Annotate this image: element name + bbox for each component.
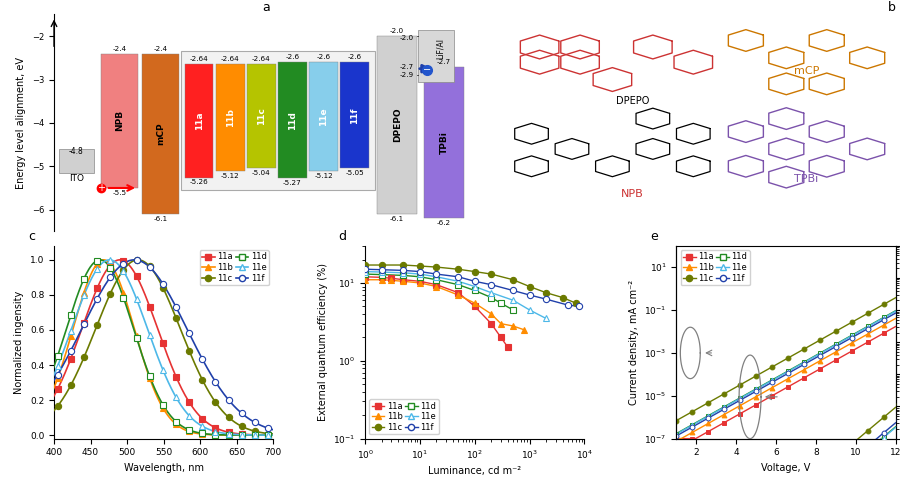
Bar xyxy=(418,29,454,81)
Text: -2.0: -2.0 xyxy=(390,28,404,34)
Text: -5.26: -5.26 xyxy=(190,179,209,185)
Text: -2.64: -2.64 xyxy=(252,56,271,62)
Text: LiF/Al: LiF/Al xyxy=(436,38,446,59)
Y-axis label: Current density, mA cm⁻²: Current density, mA cm⁻² xyxy=(629,280,639,405)
Text: TPBi: TPBi xyxy=(439,131,448,154)
Title: a: a xyxy=(263,1,270,14)
Text: -2.64: -2.64 xyxy=(220,56,239,62)
Bar xyxy=(58,149,94,173)
Text: −: − xyxy=(423,65,431,75)
Bar xyxy=(278,62,307,178)
Text: -5.12: -5.12 xyxy=(314,173,333,179)
Text: ITO: ITO xyxy=(68,174,84,183)
Text: d: d xyxy=(338,230,346,243)
Text: -2.4: -2.4 xyxy=(153,46,167,52)
Text: DPEPO: DPEPO xyxy=(616,96,649,106)
Text: 11a: 11a xyxy=(194,111,203,130)
Bar xyxy=(101,54,138,188)
FancyBboxPatch shape xyxy=(182,51,375,190)
Text: -2.6: -2.6 xyxy=(285,54,300,60)
Legend: 11a, 11b, 11c, 11d, 11e, 11f: 11a, 11b, 11c, 11d, 11e, 11f xyxy=(680,250,750,285)
Text: -6.1: -6.1 xyxy=(153,216,167,222)
Text: DPEPO: DPEPO xyxy=(392,108,401,142)
Bar xyxy=(142,54,179,214)
Text: NPB: NPB xyxy=(115,110,124,131)
Text: 11c: 11c xyxy=(256,107,266,125)
Bar xyxy=(216,64,245,172)
Text: -6.1: -6.1 xyxy=(390,216,404,222)
Text: -5.04: -5.04 xyxy=(252,170,271,176)
Y-axis label: External quantum efficiency (%): External quantum efficiency (%) xyxy=(318,263,328,421)
Text: mCP: mCP xyxy=(794,66,819,76)
Bar xyxy=(424,67,464,218)
X-axis label: Wavelength, nm: Wavelength, nm xyxy=(123,463,203,473)
Bar xyxy=(184,64,213,177)
Bar xyxy=(377,36,417,214)
Text: -2.6: -2.6 xyxy=(347,54,362,60)
Text: 11b: 11b xyxy=(226,108,235,127)
Text: e: e xyxy=(650,230,658,243)
Y-axis label: Normalized ingensity: Normalized ingensity xyxy=(14,291,24,394)
Text: TPBi: TPBi xyxy=(795,174,819,184)
Text: -2.64: -2.64 xyxy=(190,56,209,62)
Text: mCP: mCP xyxy=(156,122,165,145)
Bar xyxy=(310,62,338,172)
Text: -2.7: -2.7 xyxy=(437,59,451,65)
Text: -2.9: -2.9 xyxy=(400,72,413,78)
Bar xyxy=(340,62,369,168)
Text: -5.27: -5.27 xyxy=(284,180,302,186)
X-axis label: Luminance, cd m⁻²: Luminance, cd m⁻² xyxy=(428,466,521,476)
Text: -6.2: -6.2 xyxy=(437,220,451,226)
Text: -2.7: -2.7 xyxy=(400,64,413,69)
Text: -2.0: -2.0 xyxy=(400,35,413,41)
X-axis label: Voltage, V: Voltage, V xyxy=(761,463,811,473)
Text: -4.8: -4.8 xyxy=(68,147,84,156)
Text: -5.05: -5.05 xyxy=(346,170,365,176)
Text: NPB: NPB xyxy=(621,189,644,200)
Text: -2.6: -2.6 xyxy=(317,54,330,60)
Bar xyxy=(248,64,275,168)
Legend: 11a, 11b, 11c, 11d, 11e, 11f: 11a, 11b, 11c, 11d, 11e, 11f xyxy=(200,250,269,285)
Text: -5.5: -5.5 xyxy=(112,190,127,196)
Y-axis label: Energy level alignment, eV: Energy level alignment, eV xyxy=(16,57,26,189)
Legend: 11a, 11b, 11c, 11d, 11e, 11f: 11a, 11b, 11c, 11d, 11e, 11f xyxy=(369,399,438,434)
Text: b: b xyxy=(887,1,896,14)
Text: -2.4: -2.4 xyxy=(112,46,127,52)
Text: 11d: 11d xyxy=(288,111,297,130)
Text: 11e: 11e xyxy=(320,107,328,126)
Text: -5.12: -5.12 xyxy=(220,173,239,179)
Text: c: c xyxy=(28,230,35,243)
Text: +: + xyxy=(97,183,105,193)
Text: 11f: 11f xyxy=(350,107,359,123)
